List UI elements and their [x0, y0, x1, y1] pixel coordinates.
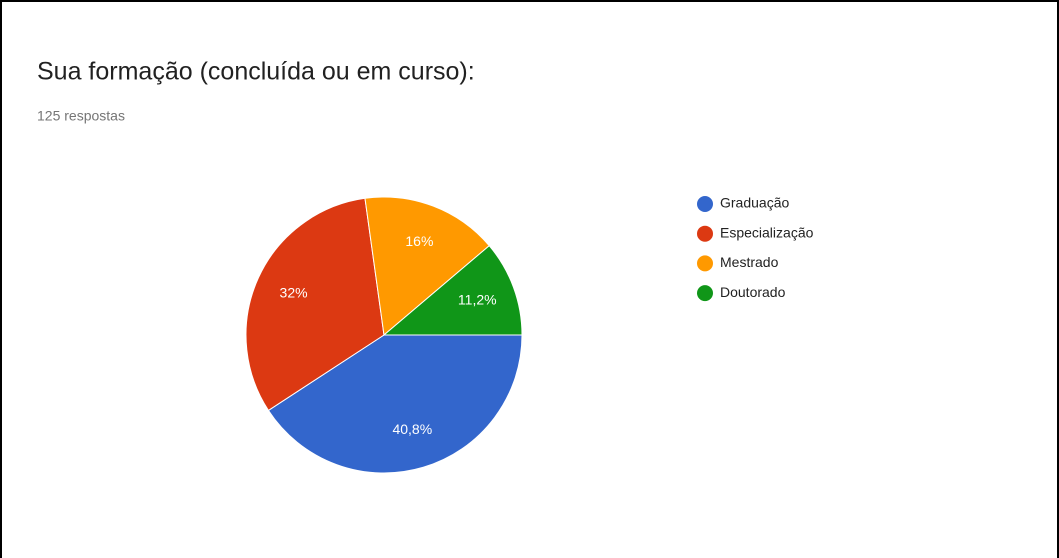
pie-slice [364, 196, 490, 336]
chart-title: Sua formação (concluída ou em curso): [37, 58, 475, 86]
legend-swatch [697, 285, 713, 302]
slice-label: 32% [280, 285, 308, 301]
legend-swatch [697, 196, 713, 212]
legend-label: Especialização [720, 224, 814, 240]
slice-label: 11,2% [458, 291, 497, 307]
pie-slice [382, 245, 523, 336]
slice-label: 16% [405, 233, 433, 249]
legend-swatch [697, 255, 713, 272]
chart-subtitle: 125 respostas [37, 108, 125, 124]
legend-label: Doutorado [720, 284, 786, 300]
legend-label: Mestrado [720, 254, 779, 270]
legend-label: Graduação [720, 195, 789, 211]
legend-swatch [697, 225, 713, 242]
pie-slice [245, 197, 385, 412]
slice-label: 40,8% [392, 421, 432, 437]
